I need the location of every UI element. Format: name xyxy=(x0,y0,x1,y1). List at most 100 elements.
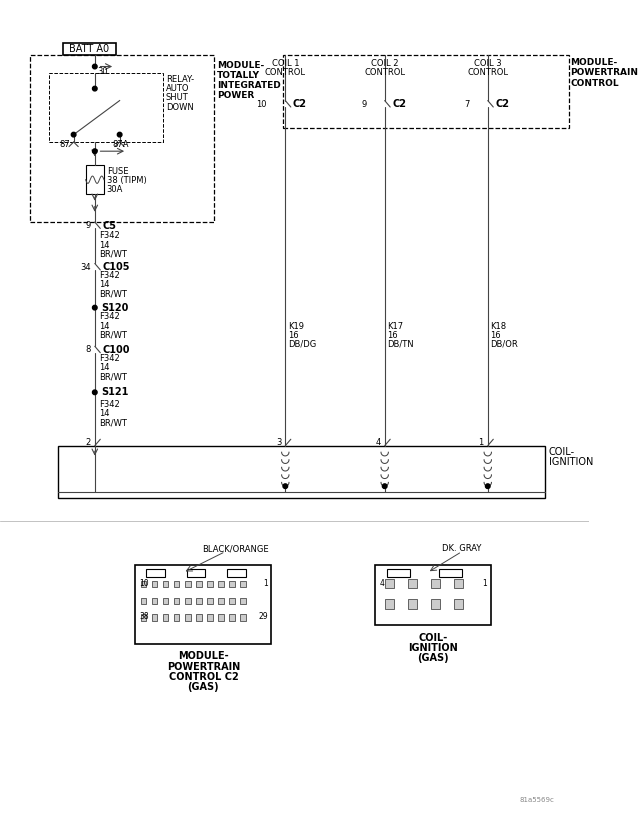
Text: FUSE: FUSE xyxy=(107,167,128,176)
Text: POWERTRAIN: POWERTRAIN xyxy=(571,69,639,77)
Bar xyxy=(454,579,463,588)
Text: 81a5569c: 81a5569c xyxy=(520,797,555,803)
Text: C105: C105 xyxy=(102,262,130,272)
Text: BR/WT: BR/WT xyxy=(99,372,127,381)
Text: K18: K18 xyxy=(490,322,507,330)
Text: 10: 10 xyxy=(139,579,148,588)
Bar xyxy=(240,614,246,621)
Text: POWERTRAIN: POWERTRAIN xyxy=(167,661,240,671)
Circle shape xyxy=(93,149,97,153)
Text: CONTROL: CONTROL xyxy=(265,69,306,77)
Text: S121: S121 xyxy=(101,387,129,397)
Text: IGNITION: IGNITION xyxy=(548,458,593,468)
Text: TOTALLY: TOTALLY xyxy=(217,71,260,80)
Bar xyxy=(385,579,394,588)
Text: S120: S120 xyxy=(101,303,129,313)
Text: C100: C100 xyxy=(102,345,130,355)
Bar xyxy=(174,581,179,587)
Text: 4: 4 xyxy=(376,437,381,447)
Text: C5: C5 xyxy=(102,220,116,230)
Text: 2: 2 xyxy=(86,437,91,447)
Bar xyxy=(207,614,212,621)
Text: 16: 16 xyxy=(288,331,299,339)
Text: BR/WT: BR/WT xyxy=(99,289,127,298)
Bar xyxy=(408,599,417,608)
Bar xyxy=(229,614,235,621)
Text: BR/WT: BR/WT xyxy=(99,418,127,427)
Bar xyxy=(454,599,463,608)
Circle shape xyxy=(486,484,490,489)
Bar xyxy=(240,581,246,587)
Text: K17: K17 xyxy=(387,322,404,330)
Bar xyxy=(431,599,440,608)
Text: K19: K19 xyxy=(288,322,304,330)
Text: 29: 29 xyxy=(258,613,268,621)
Text: 14: 14 xyxy=(99,280,110,289)
Text: 87A: 87A xyxy=(112,140,129,149)
Text: COIL 1: COIL 1 xyxy=(271,59,299,68)
Circle shape xyxy=(93,390,97,395)
Text: IGNITION: IGNITION xyxy=(408,643,458,653)
Text: F342: F342 xyxy=(99,271,120,280)
Bar xyxy=(229,597,235,604)
Text: 9: 9 xyxy=(86,221,91,230)
Bar xyxy=(152,597,157,604)
Text: 14: 14 xyxy=(99,322,110,330)
Bar xyxy=(163,581,168,587)
Text: INTEGRATED: INTEGRATED xyxy=(217,81,281,91)
Text: 16: 16 xyxy=(387,331,398,339)
Circle shape xyxy=(283,484,287,489)
Text: (GAS): (GAS) xyxy=(417,654,449,664)
Text: MODULE-: MODULE- xyxy=(178,651,228,661)
Text: 14: 14 xyxy=(99,241,110,250)
Text: 87: 87 xyxy=(59,140,70,149)
Bar xyxy=(207,597,212,604)
Text: F342: F342 xyxy=(99,231,120,241)
Bar xyxy=(185,614,191,621)
Bar xyxy=(196,597,202,604)
Text: 4: 4 xyxy=(379,579,384,588)
Bar xyxy=(141,614,147,621)
Circle shape xyxy=(93,86,97,91)
Text: 10: 10 xyxy=(257,100,267,109)
Text: SHUT: SHUT xyxy=(166,93,188,102)
Bar xyxy=(63,43,116,55)
Text: 1: 1 xyxy=(263,579,268,588)
Bar xyxy=(185,597,191,604)
Bar xyxy=(376,566,490,625)
Text: F342: F342 xyxy=(99,354,120,363)
Bar xyxy=(152,581,157,587)
Bar xyxy=(227,569,246,577)
Circle shape xyxy=(117,132,122,137)
Text: BLACK/ORANGE: BLACK/ORANGE xyxy=(202,544,269,553)
Text: 14: 14 xyxy=(99,409,110,418)
Text: C2: C2 xyxy=(495,99,509,109)
Bar xyxy=(147,569,164,577)
Text: CONTROL: CONTROL xyxy=(571,79,620,88)
Bar xyxy=(141,581,147,587)
Circle shape xyxy=(93,305,97,310)
Text: MODULE-: MODULE- xyxy=(571,59,618,67)
Text: 30A: 30A xyxy=(107,185,123,194)
Bar xyxy=(141,597,147,604)
Bar xyxy=(187,569,205,577)
Bar xyxy=(163,614,168,621)
Bar xyxy=(49,73,163,142)
Text: POWER: POWER xyxy=(217,91,255,101)
Bar xyxy=(185,581,191,587)
Bar xyxy=(152,614,157,621)
Text: (GAS): (GAS) xyxy=(188,682,220,692)
Bar xyxy=(218,614,223,621)
Text: 8: 8 xyxy=(86,345,91,354)
Text: COIL-: COIL- xyxy=(548,447,575,458)
Bar xyxy=(385,599,394,608)
Bar xyxy=(439,569,462,577)
Text: 14: 14 xyxy=(99,363,110,372)
Text: F342: F342 xyxy=(99,400,120,409)
Text: COIL 3: COIL 3 xyxy=(474,59,502,68)
Text: RELAY-: RELAY- xyxy=(166,75,194,84)
Bar xyxy=(163,597,168,604)
Text: DK. GRAY: DK. GRAY xyxy=(442,544,481,553)
Text: DB/OR: DB/OR xyxy=(490,340,518,349)
Bar xyxy=(218,581,223,587)
